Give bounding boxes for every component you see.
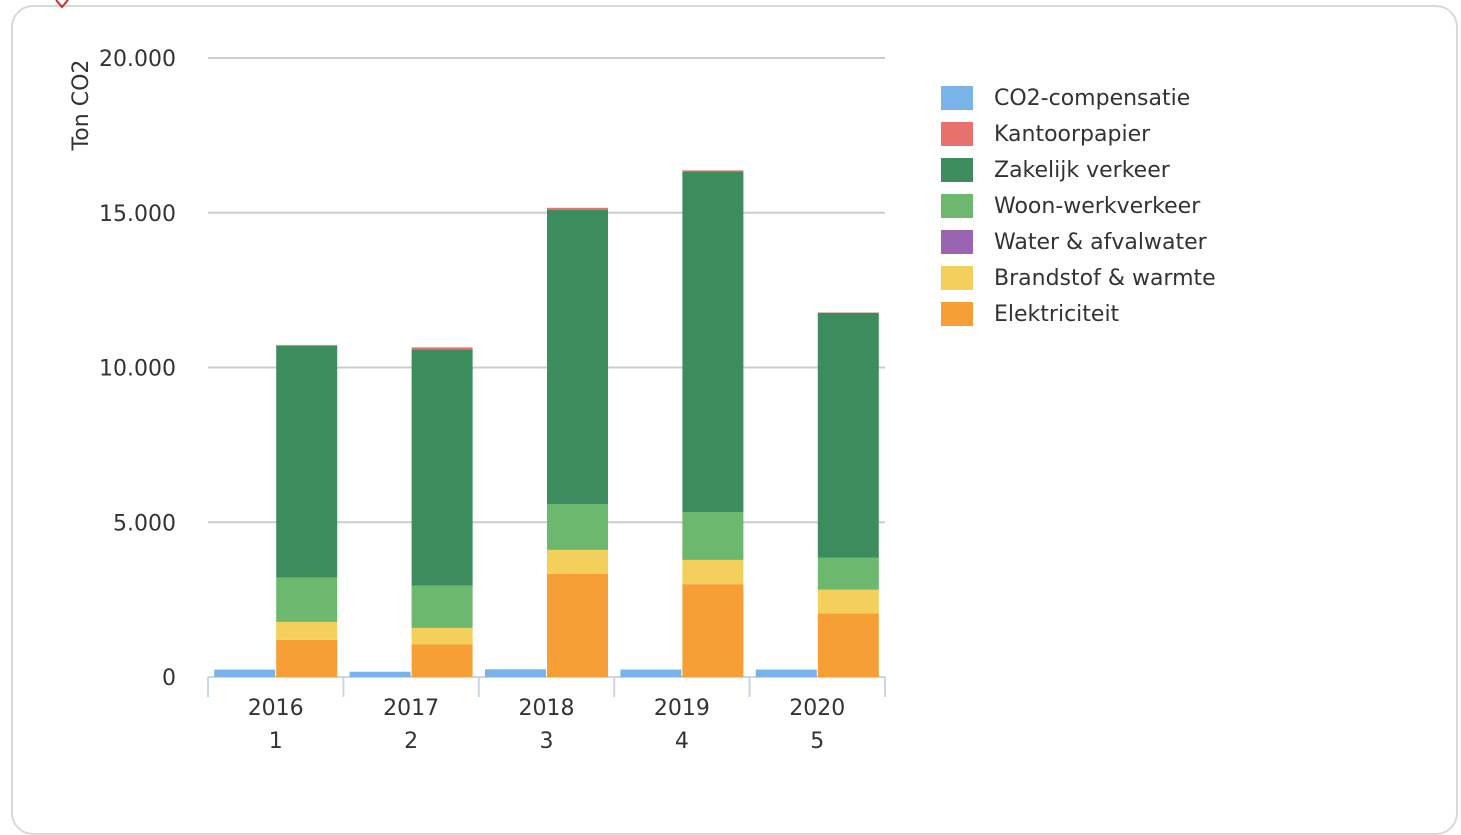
bar-kantoorpapier-2019: [682, 170, 743, 171]
x-tick-sublabel-2018: 3: [540, 729, 554, 754]
x-tick-label-2017: 2017: [383, 696, 439, 721]
legend-swatch-woon-werkverkeer: [941, 194, 973, 218]
bar-kantoorpapier-2016: [276, 345, 337, 346]
y-tick-label: 5.000: [113, 511, 176, 536]
legend-swatch-brandstof-warmte: [941, 266, 973, 290]
bar-elektriciteit-2019: [682, 584, 743, 677]
bar-woon-werkverkeer-2017: [412, 586, 473, 628]
bar-zakelijk-verkeer-2018: [547, 210, 608, 504]
legend-swatch-water-afvalwater: [941, 230, 973, 254]
x-tick-label-2016: 2016: [248, 696, 304, 721]
bar-woon-werkverkeer-2018: [547, 504, 608, 549]
bar-co2-compensatie-2017: [350, 672, 411, 677]
bar-elektriciteit-2018: [547, 574, 608, 677]
y-tick-label: 10.000: [99, 357, 176, 382]
bar-brandstof-warmte-2016: [276, 622, 337, 640]
bar-co2-compensatie-2018: [485, 669, 546, 677]
bar-brandstof-warmte-2017: [412, 628, 473, 645]
x-tick-label-2020: 2020: [789, 696, 845, 721]
bar-elektriciteit-2020: [818, 614, 879, 677]
legend-label-zakelijk-verkeer: Zakelijk verkeer: [994, 158, 1170, 183]
bar-elektriciteit-2017: [412, 645, 473, 677]
bar-brandstof-warmte-2020: [818, 590, 879, 614]
x-tick-sublabel-2017: 2: [404, 729, 418, 754]
bar-woon-werkverkeer-2016: [276, 578, 337, 622]
bar-kantoorpapier-2017: [412, 347, 473, 349]
bar-zakelijk-verkeer-2017: [412, 349, 473, 585]
bar-brandstof-warmte-2018: [547, 550, 608, 574]
y-tick-label: 20.000: [99, 47, 176, 72]
bar-co2-compensatie-2016: [214, 670, 275, 677]
legend-item-woon-werkverkeer[interactable]: Woon-werkverkeer: [941, 188, 1216, 224]
bar-kantoorpapier-2018: [547, 208, 608, 210]
legend-label-water-afvalwater: Water & afvalwater: [994, 230, 1207, 255]
y-tick-label: 0: [162, 666, 176, 691]
legend-item-kantoorpapier[interactable]: Kantoorpapier: [941, 116, 1216, 152]
bar-co2-compensatie-2019: [620, 670, 681, 677]
x-tick-sublabel-2016: 1: [269, 729, 283, 754]
y-axis-title: Ton CO2: [69, 60, 94, 152]
legend-item-water-afvalwater[interactable]: Water & afvalwater: [941, 224, 1216, 260]
bar-zakelijk-verkeer-2016: [276, 346, 337, 578]
legend-label-kantoorpapier: Kantoorpapier: [994, 122, 1150, 147]
legend-label-brandstof-warmte: Brandstof & warmte: [994, 266, 1216, 291]
legend-item-brandstof-warmte[interactable]: Brandstof & warmte: [941, 260, 1216, 296]
legend-item-zakelijk-verkeer[interactable]: Zakelijk verkeer: [941, 152, 1216, 188]
x-tick-sublabel-2020: 5: [810, 729, 824, 754]
chart-legend: CO2-compensatie Kantoorpapier Zakelijk ver…: [941, 80, 1216, 332]
x-tick-sublabel-2019: 4: [675, 729, 689, 754]
bar-woon-werkverkeer-2019: [682, 512, 743, 560]
bar-brandstof-warmte-2019: [682, 560, 743, 584]
x-tick-label-2019: 2019: [654, 696, 710, 721]
bar-zakelijk-verkeer-2019: [682, 171, 743, 512]
y-tick-label: 15.000: [99, 202, 176, 227]
bar-woon-werkverkeer-2020: [818, 558, 879, 590]
bar-co2-compensatie-2020: [756, 670, 817, 677]
legend-label-woon-werkverkeer: Woon-werkverkeer: [994, 194, 1200, 219]
legend-item-co2-compensatie[interactable]: CO2-compensatie: [941, 80, 1216, 116]
legend-label-elektriciteit: Elektriciteit: [994, 302, 1119, 327]
legend-label-co2-compensatie: CO2-compensatie: [994, 86, 1190, 111]
legend-swatch-kantoorpapier: [941, 122, 973, 146]
x-tick-label-2018: 2018: [519, 696, 575, 721]
legend-item-elektriciteit[interactable]: Elektriciteit: [941, 296, 1216, 332]
bar-zakelijk-verkeer-2020: [818, 313, 879, 558]
bar-elektriciteit-2016: [276, 640, 337, 677]
legend-swatch-co2-compensatie: [941, 86, 973, 110]
legend-swatch-zakelijk-verkeer: [941, 158, 973, 182]
legend-swatch-elektriciteit: [941, 302, 973, 326]
